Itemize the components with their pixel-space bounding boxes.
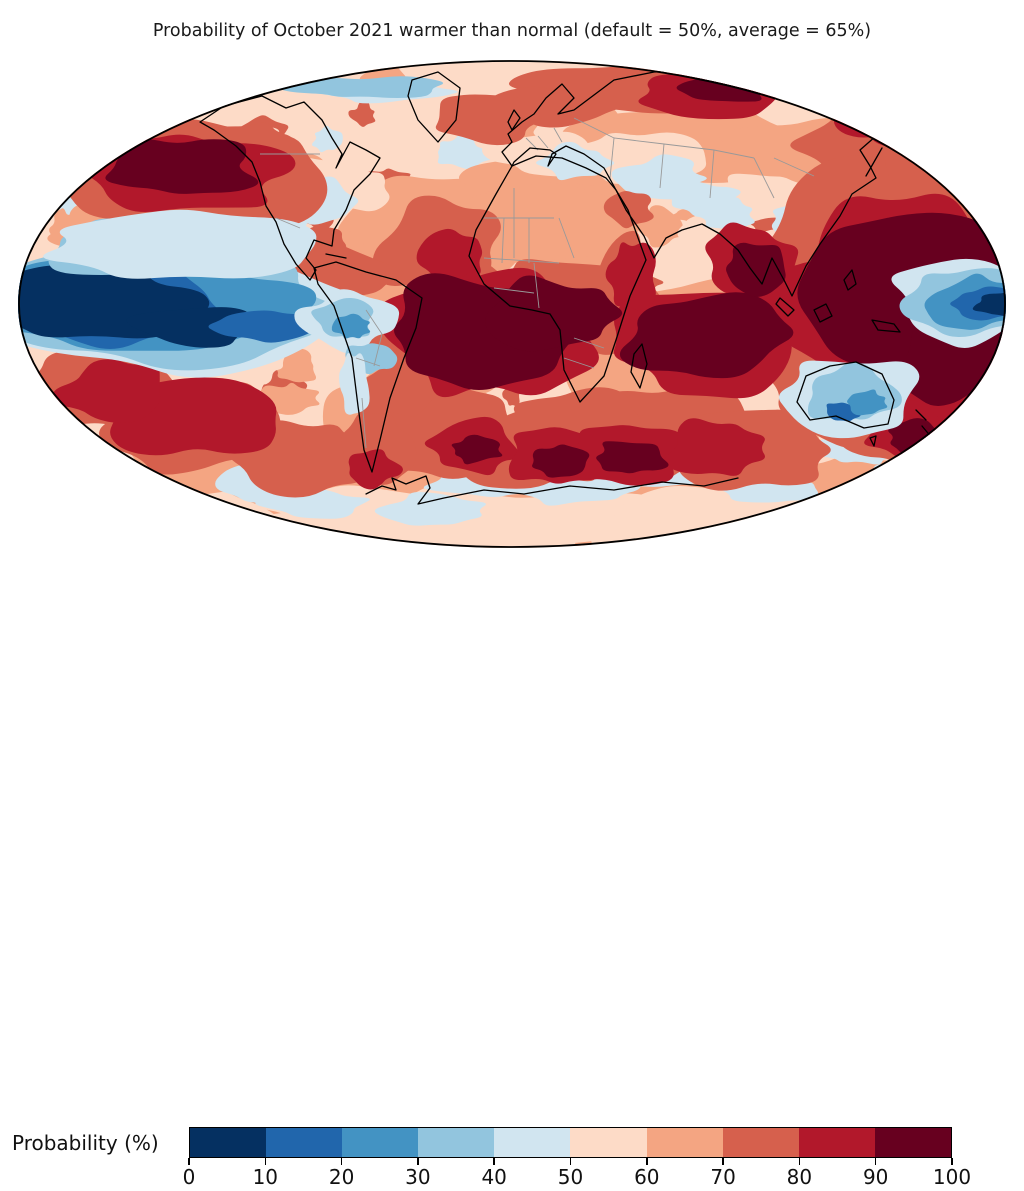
- colorbar-segment: [798, 1128, 875, 1157]
- colorbar-tick-label: 90: [862, 1165, 889, 1189]
- probability-field-blob: [847, 389, 888, 416]
- probability-field-blob: [43, 209, 317, 279]
- colorbar-tick-label: 50: [557, 1165, 584, 1189]
- colorbar-tick-mark: [569, 1158, 572, 1165]
- colorbar-tick-label: 20: [328, 1165, 355, 1189]
- probability-field-blob: [895, 90, 1006, 149]
- colorbar-tick-label: 80: [786, 1165, 813, 1189]
- probability-field-blob: [348, 99, 376, 127]
- probability-field-blob: [451, 434, 503, 465]
- chart-title: Probability of October 2021 warmer than …: [152, 21, 872, 41]
- probability-field-blob: [596, 441, 669, 474]
- probability-field-blob: [871, 84, 1006, 160]
- colorbar-tick-mark: [340, 1158, 343, 1165]
- probability-field-blob: [695, 197, 755, 231]
- probability-field-blob: [726, 242, 786, 297]
- colorbar-tick-mark: [874, 1158, 877, 1165]
- colorbar-segment: [418, 1128, 495, 1157]
- colorbar-label: Probability (%): [12, 1131, 159, 1155]
- colorbar-segment: [266, 1128, 343, 1157]
- probability-field-blob: [972, 292, 1006, 318]
- colorbar-tick-mark: [951, 1158, 953, 1165]
- world-probability-map: [14, 58, 1010, 550]
- probability-field-blob: [435, 94, 542, 146]
- probability-field-blob: [605, 242, 656, 312]
- colorbar-tick-mark: [188, 1158, 190, 1165]
- map-outline: [18, 60, 1006, 548]
- probability-field-blob: [603, 190, 654, 229]
- probability-field-blob: [105, 139, 259, 194]
- probability-field-blob: [437, 133, 496, 170]
- colorbar-ticks: [188, 1158, 953, 1165]
- coastlines: [199, 69, 933, 505]
- colorbar-segment: [494, 1128, 571, 1157]
- colorbar-tick-label: 100: [932, 1165, 972, 1189]
- colorbar-segment: [722, 1128, 799, 1157]
- probability-field-blob: [331, 313, 371, 339]
- probability-field-blob: [312, 125, 343, 153]
- colorbar-segment: [646, 1128, 723, 1157]
- mollweide-map-svg: [18, 60, 1006, 548]
- colorbar-tick-mark: [646, 1158, 648, 1165]
- map-field: [18, 60, 1006, 548]
- colorbar-tick-mark: [798, 1158, 801, 1165]
- probability-field-blob: [267, 348, 317, 383]
- colorbar-segment: [874, 1128, 951, 1157]
- colorbar-segment: [570, 1128, 647, 1157]
- colorbar-tick-label: 10: [252, 1165, 279, 1189]
- probability-field-blob: [348, 449, 403, 490]
- probability-field-blob: [416, 228, 483, 284]
- colorbar-tick-label: 60: [634, 1165, 660, 1189]
- colorbar-tick-label: 40: [481, 1165, 507, 1189]
- probability-field-blob: [485, 275, 623, 352]
- probability-field-blob: [374, 492, 486, 526]
- colorbar: Probability (%) 0 10 20 30 40 50 60 70 80 90 100: [0, 560, 1024, 1189]
- probability-field-blob: [664, 418, 766, 476]
- colorbar-segment: [342, 1128, 419, 1157]
- colorbar-gradient-bar: [189, 1127, 952, 1158]
- probability-field-blob: [278, 76, 444, 98]
- colorbar-tick-label: 70: [710, 1165, 736, 1189]
- probability-field-blob: [619, 292, 794, 379]
- probability-field-blob: [126, 307, 249, 348]
- probability-field-blob: [532, 444, 590, 478]
- colorbar-tick-mark: [264, 1158, 267, 1165]
- colorbar-tick-label: 30: [405, 1165, 431, 1189]
- colorbar-tick-labels: 0 10 20 30 40 50 60 70 80 90 100: [183, 1165, 971, 1191]
- probability-field-blob: [833, 91, 936, 138]
- probability-field-blob: [52, 359, 161, 424]
- colorbar-tick-mark: [417, 1158, 419, 1165]
- colorbar-tick-mark: [722, 1158, 724, 1165]
- colorbar-segment: [190, 1128, 267, 1157]
- colorbar-tick-label: 0: [182, 1165, 196, 1189]
- colorbar-tick-mark: [493, 1158, 495, 1165]
